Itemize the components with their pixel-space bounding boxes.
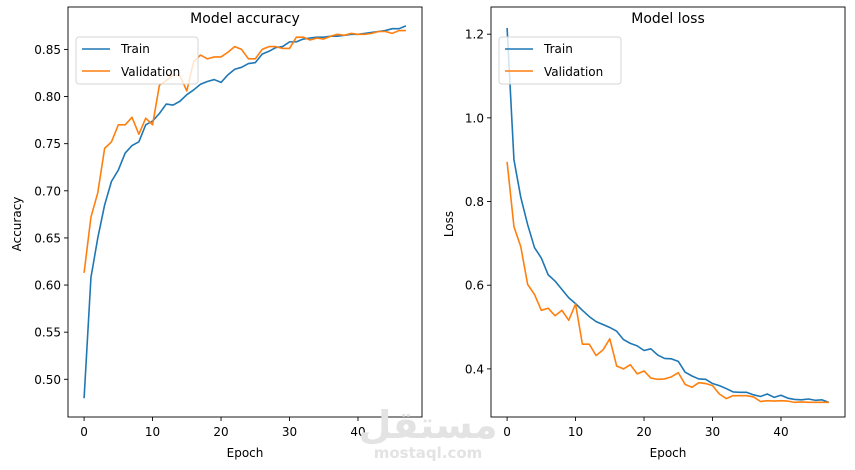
accuracy-y-tick-label: 0.80 [34, 90, 61, 104]
loss-series-train-line [506, 27, 830, 404]
loss-y-tick-label: 1.0 [465, 111, 484, 125]
loss-y-tick-label: 1.2 [465, 28, 484, 42]
accuracy-chart-title: Model accuracy [190, 11, 300, 27]
loss-y-tick-label: 0.4 [465, 362, 484, 376]
accuracy-series-validation-line [83, 29, 406, 273]
loss-chart: Model loss Epoch Loss 0 10 20 30 40 0.4 0.6 0.8… [442, 6, 846, 460]
loss-axes-frame [490, 6, 846, 418]
accuracy-x-tick-label: 10 [145, 425, 160, 439]
accuracy-y-tick-label: 0.55 [34, 326, 61, 340]
accuracy-y-tick-label: 0.50 [34, 373, 61, 387]
loss-legend-validation-label: Validation [544, 65, 603, 79]
loss-y-axis-label: Loss [442, 211, 456, 237]
accuracy-x-tick-label: 0 [80, 425, 88, 439]
accuracy-legend-train-label: Train [120, 42, 150, 56]
accuracy-y-tick-label: 0.60 [34, 279, 61, 293]
accuracy-x-axis-label: Epoch [227, 446, 264, 460]
accuracy-chart: Model accuracy Epoch Accuracy 0 10 20 30 400… [10, 6, 423, 460]
accuracy-axes-frame [67, 6, 423, 418]
loss-x-axis-label: Epoch [650, 446, 687, 460]
loss-y-tick-label: 0.8 [465, 195, 484, 209]
loss-series-validation-line [506, 161, 829, 404]
accuracy-legend-validation-label: Validation [121, 65, 180, 79]
accuracy-y-tick-label: 0.85 [34, 43, 61, 57]
accuracy-legend: Train Validation [75, 36, 199, 85]
watermark: مستقل mostaql.com [359, 403, 498, 462]
loss-x-tick-label: 30 [705, 425, 720, 439]
accuracy-y-tick-label: 0.65 [34, 231, 61, 245]
loss-x-tick-label: 40 [773, 425, 788, 439]
accuracy-x-tick-label: 30 [282, 425, 297, 439]
accuracy-y-tick-label: 0.75 [34, 137, 61, 151]
loss-x-tick-label: 0 [503, 425, 511, 439]
watermark-latin: mostaql.com [374, 444, 483, 462]
loss-legend: Train Validation [498, 36, 622, 85]
accuracy-x-tick-label: 40 [350, 425, 365, 439]
accuracy-y-tick-label: 0.70 [34, 184, 61, 198]
accuracy-x-tick-label: 20 [213, 425, 228, 439]
loss-y-tick-label: 0.6 [465, 279, 484, 293]
accuracy-plot-area: 0 10 20 30 40 0.50 0.55 0.60 0.65 0.70 0.75 0.80 0.8… [34, 6, 423, 439]
loss-legend-train-label: Train [543, 42, 573, 56]
loss-plot-area: 0 10 20 30 40 0.4 0.6 0.8 1.0 1.2 [465, 6, 846, 439]
watermark-arabic: مستقل [359, 403, 498, 447]
loss-x-tick-label: 10 [568, 425, 583, 439]
loss-chart-title: Model loss [631, 11, 705, 27]
accuracy-y-axis-label: Accuracy [10, 197, 24, 252]
loss-x-tick-label: 20 [636, 425, 651, 439]
